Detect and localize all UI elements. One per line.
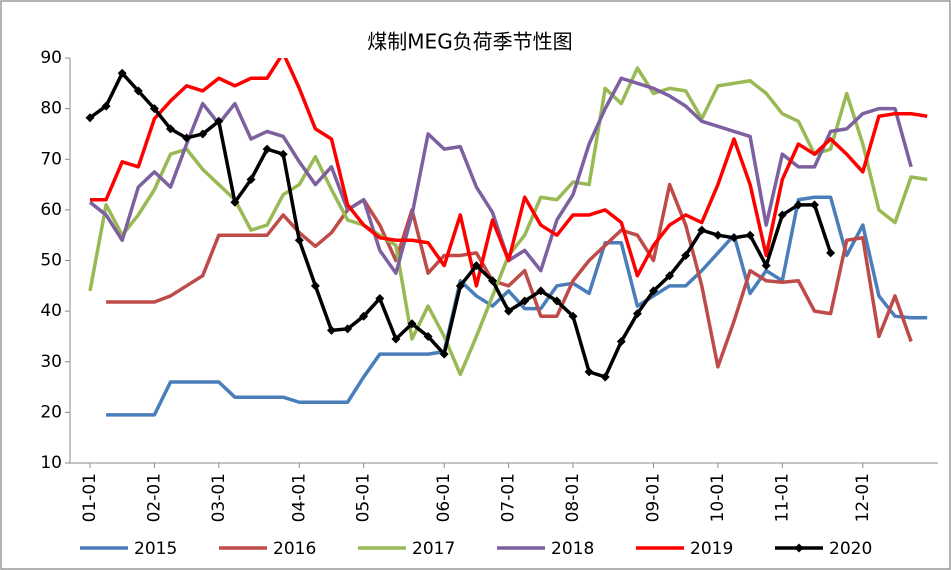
point-marker bbox=[407, 319, 417, 329]
point-marker bbox=[568, 311, 578, 321]
x-tick-label: 11-01 bbox=[772, 473, 792, 522]
plot-area bbox=[85, 58, 928, 417]
point-marker bbox=[471, 261, 481, 271]
point-marker bbox=[230, 197, 240, 207]
point-marker bbox=[133, 86, 143, 96]
point-marker bbox=[488, 276, 497, 286]
y-tick-label: 30 bbox=[40, 352, 62, 372]
point-marker bbox=[584, 367, 594, 377]
point-marker bbox=[198, 129, 208, 139]
point-marker bbox=[536, 286, 546, 296]
point-marker bbox=[793, 200, 803, 210]
x-tick-label: 10-01 bbox=[708, 473, 728, 522]
point-marker bbox=[600, 372, 610, 382]
point-marker bbox=[713, 230, 723, 240]
x-tick-label: 02-01 bbox=[144, 473, 164, 522]
point-marker bbox=[182, 133, 192, 143]
point-marker bbox=[214, 116, 224, 126]
point-marker bbox=[455, 281, 465, 291]
point-marker bbox=[665, 271, 675, 281]
point-marker bbox=[391, 334, 401, 344]
legend-label: 2015 bbox=[134, 539, 177, 559]
series-line bbox=[106, 195, 928, 417]
point-marker bbox=[649, 286, 658, 296]
point-marker bbox=[117, 68, 127, 78]
point-marker bbox=[85, 113, 95, 123]
point-marker bbox=[359, 311, 369, 321]
point-marker bbox=[310, 281, 320, 291]
x-tick-label: 12-01 bbox=[853, 473, 873, 522]
point-marker bbox=[810, 200, 819, 210]
point-marker bbox=[632, 309, 642, 319]
x-tick-label: 07-01 bbox=[499, 473, 519, 522]
y-tick-label: 90 bbox=[40, 48, 62, 68]
point-marker bbox=[520, 296, 530, 306]
legend-label: 2020 bbox=[829, 539, 872, 559]
x-tick-label: 05-01 bbox=[354, 473, 374, 522]
x-tick-label: 08-01 bbox=[563, 473, 583, 522]
x-tick-label: 03-01 bbox=[209, 473, 229, 522]
y-tick-label: 80 bbox=[40, 99, 62, 119]
point-marker bbox=[777, 210, 787, 220]
point-marker bbox=[343, 324, 353, 334]
x-tick-label: 04-01 bbox=[289, 473, 309, 522]
legend-marker bbox=[794, 543, 804, 553]
legend-label: 2018 bbox=[551, 539, 594, 559]
point-marker bbox=[552, 296, 562, 306]
point-marker bbox=[697, 225, 707, 235]
point-marker bbox=[375, 293, 385, 303]
y-tick-label: 70 bbox=[40, 149, 62, 169]
point-marker bbox=[439, 349, 449, 359]
legend-label: 2016 bbox=[273, 539, 316, 559]
point-marker bbox=[761, 261, 771, 271]
legend-label: 2019 bbox=[690, 539, 733, 559]
y-tick-label: 60 bbox=[40, 200, 62, 220]
point-marker bbox=[149, 104, 159, 114]
series-line bbox=[106, 182, 913, 369]
point-marker bbox=[246, 175, 256, 184]
point-marker bbox=[616, 337, 626, 346]
chart-title: 煤制MEG负荷季节性图 bbox=[367, 30, 572, 54]
series-line bbox=[90, 58, 928, 288]
point-marker bbox=[166, 124, 175, 134]
point-marker bbox=[278, 149, 288, 159]
point-marker bbox=[681, 250, 691, 260]
point-marker bbox=[101, 101, 111, 111]
point-marker bbox=[262, 144, 272, 154]
x-tick-label: 01-01 bbox=[80, 473, 100, 522]
y-tick-label: 50 bbox=[40, 251, 62, 271]
point-marker bbox=[729, 233, 739, 243]
y-tick-label: 10 bbox=[40, 453, 62, 473]
legend-label: 2017 bbox=[412, 539, 455, 559]
x-tick-label: 06-01 bbox=[434, 473, 454, 522]
point-marker bbox=[423, 331, 433, 341]
y-tick-label: 20 bbox=[40, 402, 62, 422]
point-marker bbox=[294, 235, 304, 245]
point-marker bbox=[327, 325, 336, 335]
y-tick-label: 40 bbox=[40, 301, 62, 321]
x-tick-label: 09-01 bbox=[644, 473, 664, 522]
point-marker bbox=[504, 306, 514, 316]
point-marker bbox=[745, 230, 755, 240]
point-marker bbox=[826, 248, 836, 258]
